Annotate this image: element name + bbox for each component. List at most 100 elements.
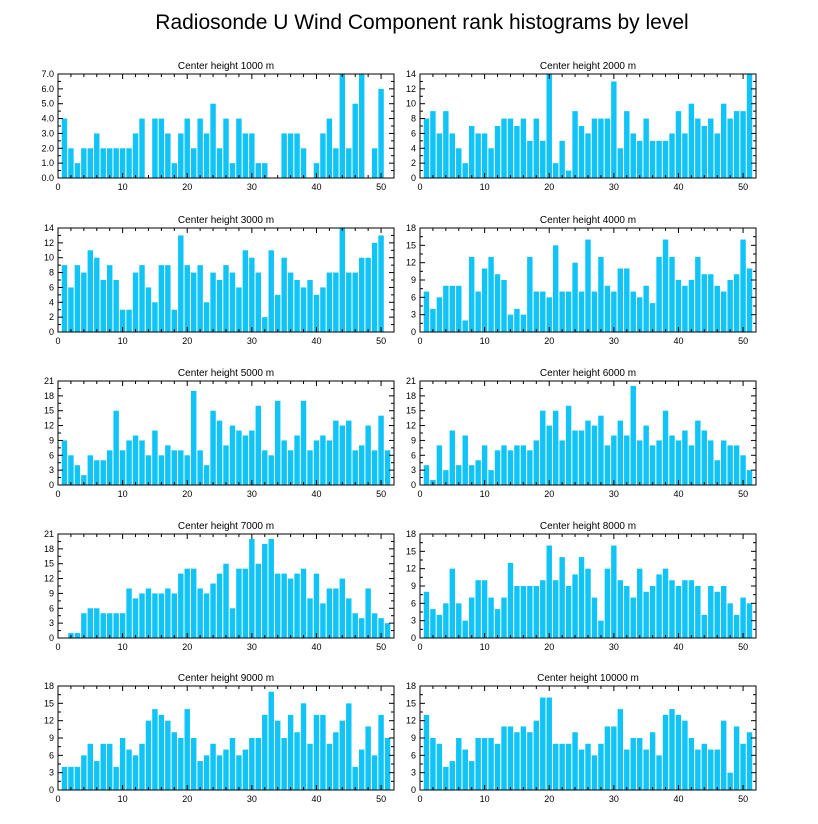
histogram-bar — [456, 148, 462, 178]
histogram-bar — [559, 291, 565, 332]
y-tick-label: 12 — [406, 564, 416, 574]
histogram-bar — [216, 420, 223, 485]
histogram-bar — [662, 568, 669, 638]
histogram-bar — [197, 265, 203, 332]
histogram-bar — [611, 545, 617, 638]
histogram-bar — [520, 118, 527, 178]
histogram-bar — [630, 738, 636, 790]
x-tick-label: 10 — [480, 182, 490, 192]
histogram-bar — [656, 140, 662, 178]
histogram-bar — [682, 285, 688, 332]
x-tick-label: 50 — [376, 489, 386, 499]
histogram-bar — [675, 440, 682, 485]
y-tick-label: 21 — [44, 529, 54, 539]
histogram-bar — [423, 118, 430, 178]
histogram-bar — [430, 738, 436, 790]
histogram-bar — [423, 591, 430, 638]
histogram-bar — [242, 435, 249, 485]
x-tick-label: 20 — [182, 642, 192, 652]
panel-title: Center height 1000 m — [178, 61, 274, 72]
histogram-bar — [649, 586, 656, 638]
y-tick-label: 0 — [411, 480, 416, 490]
histogram-bar — [501, 445, 507, 485]
histogram-bar — [365, 425, 371, 485]
histogram-bar — [190, 148, 197, 178]
histogram-bar — [333, 732, 339, 790]
histogram-panel: Center height 5000 m 0 10 20 30 40 50 0 3 6 9 12 15 1… — [44, 368, 395, 499]
histogram-bar — [320, 435, 326, 485]
histogram-bar — [132, 272, 139, 332]
histogram-bar — [281, 573, 287, 638]
x-tick-label: 10 — [480, 642, 490, 652]
x-tick-label: 50 — [376, 794, 386, 804]
x-tick-label: 30 — [609, 489, 619, 499]
histogram-bar — [449, 285, 456, 332]
histogram-bar — [624, 268, 630, 332]
panel-title: Center height 6000 m — [540, 368, 636, 379]
histogram-bar — [695, 749, 701, 790]
histogram-bar — [255, 405, 262, 485]
histogram-bar — [178, 738, 184, 790]
y-tick-label: 0 — [49, 633, 54, 643]
histogram-bar — [203, 593, 210, 638]
y-tick-label: 3 — [411, 465, 416, 475]
histogram-bar — [281, 738, 287, 790]
histogram-bar — [514, 732, 520, 790]
histogram-bar — [488, 148, 494, 178]
histogram-bar — [688, 580, 695, 638]
y-tick-label: 9 — [49, 733, 54, 743]
histogram-bar — [294, 435, 300, 485]
histogram-bar — [100, 743, 106, 790]
histogram-bar — [190, 390, 197, 485]
x-tick-label: 0 — [417, 182, 422, 192]
histogram-bar — [636, 440, 643, 485]
histogram-bar — [598, 415, 604, 485]
histogram-bar — [236, 755, 242, 790]
histogram-bar — [727, 445, 733, 485]
histogram-bar — [656, 574, 662, 638]
histogram-bar — [585, 420, 591, 485]
histogram-bar — [636, 738, 643, 790]
y-tick-label: 15 — [44, 406, 54, 416]
histogram-bar — [171, 732, 178, 790]
histogram-bar — [158, 593, 165, 638]
y-tick-label: 18 — [406, 681, 416, 691]
x-tick-label: 30 — [609, 642, 619, 652]
histogram-bar — [262, 317, 268, 332]
histogram-bar — [119, 738, 126, 790]
histogram-bar — [520, 726, 527, 790]
histogram-bar — [468, 126, 475, 178]
histogram-bar — [481, 580, 488, 638]
histogram-bar — [352, 613, 358, 638]
y-tick-label: 9 — [411, 275, 416, 285]
histogram-bar — [456, 465, 462, 485]
histogram-bar — [669, 709, 675, 790]
histogram-bar — [203, 465, 210, 485]
histogram-bar — [494, 743, 501, 790]
histogram-bar — [178, 235, 184, 332]
x-tick-label: 20 — [544, 489, 554, 499]
histogram-bar — [527, 586, 533, 638]
panel-title: Center height 5000 m — [178, 368, 274, 379]
histogram-bar — [727, 280, 733, 332]
histogram-bar — [242, 568, 249, 638]
histogram-bar — [423, 465, 430, 485]
histogram-bar — [436, 743, 443, 790]
histogram-panel: Center height 10000 m 0 10 20 30 40 50 0 3 6 9 12 15… — [406, 673, 757, 804]
histogram-bar — [630, 291, 636, 332]
histogram-bar — [708, 586, 714, 638]
histogram-bar — [333, 420, 339, 485]
histogram-bar — [688, 738, 695, 790]
histogram-bar — [378, 415, 384, 485]
histogram-bar — [746, 732, 753, 790]
histogram-bar — [190, 272, 197, 332]
histogram-bar — [540, 410, 546, 485]
y-tick-label: 9 — [49, 435, 54, 445]
histogram-bar — [171, 163, 178, 178]
histogram-bar — [268, 455, 274, 485]
histogram-bar — [152, 430, 158, 485]
x-tick-label: 50 — [376, 336, 386, 346]
histogram-bar — [643, 425, 649, 485]
histogram-bar — [565, 405, 572, 485]
histogram-bar — [430, 111, 436, 178]
